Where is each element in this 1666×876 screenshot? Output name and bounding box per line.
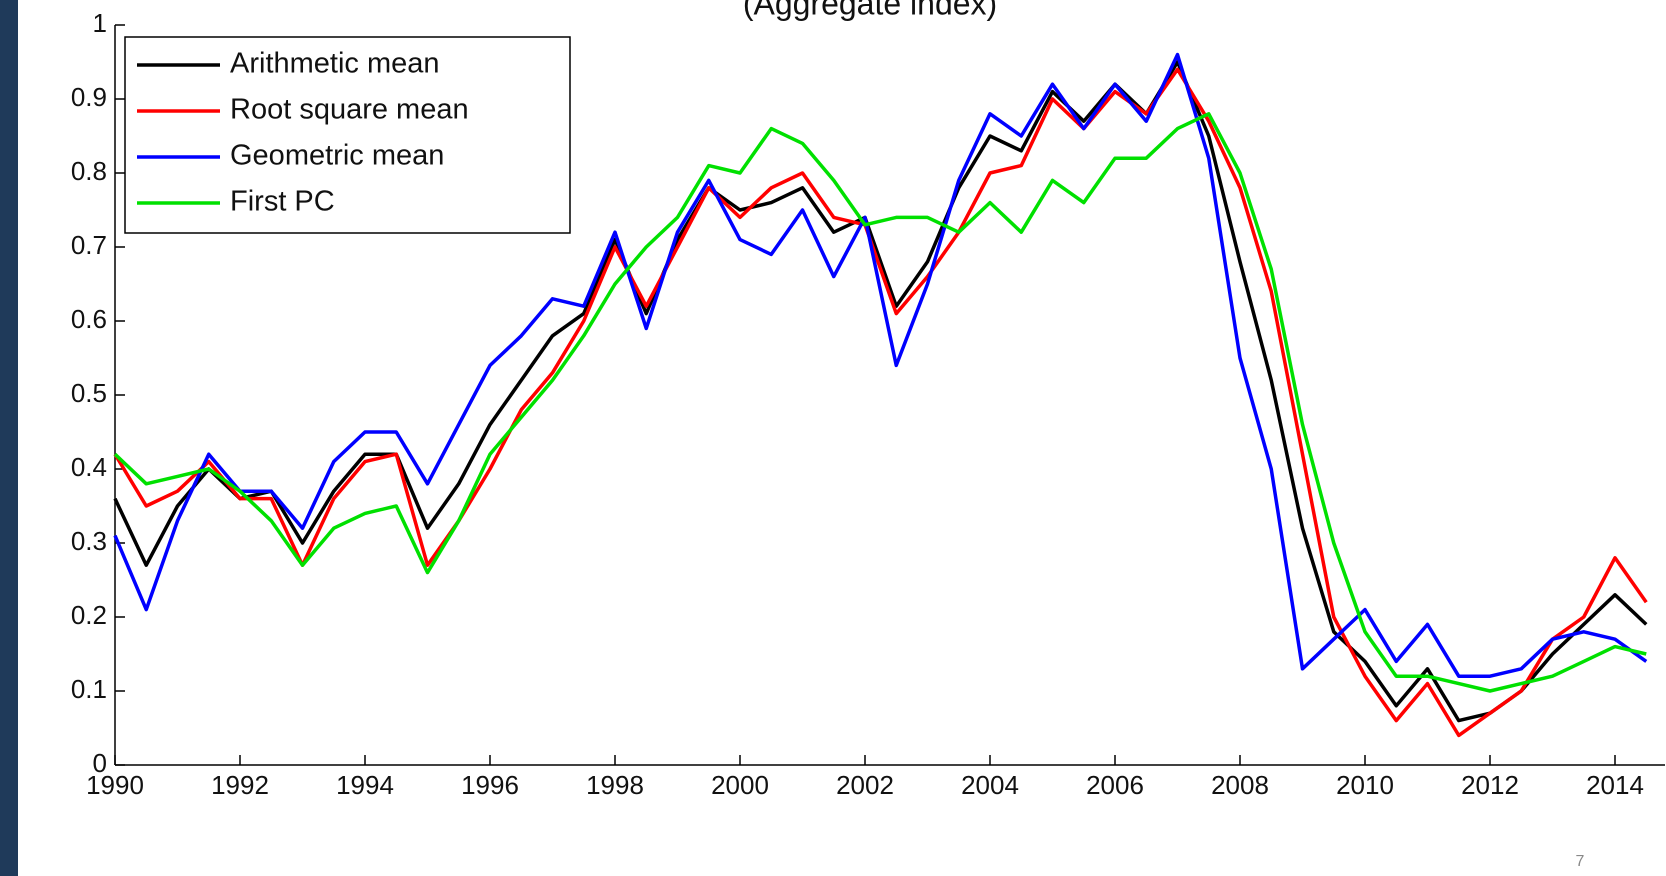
y-tick-label: 0.5 <box>71 378 107 408</box>
legend-label: Geometric mean <box>230 140 444 172</box>
y-tick-label: 0.4 <box>71 452 107 482</box>
x-tick-label: 1992 <box>211 770 269 800</box>
y-tick-label: 0.9 <box>71 82 107 112</box>
legend-label: Root square mean <box>230 94 469 126</box>
y-tick-label: 0.6 <box>71 304 107 334</box>
x-tick-label: 2012 <box>1461 770 1519 800</box>
x-tick-label: 2004 <box>961 770 1019 800</box>
data-line <box>113 52 1648 678</box>
x-tick-label: 1996 <box>461 770 519 800</box>
y-tick-label: 0.2 <box>71 600 107 630</box>
chart-title: (Aggregate index) <box>743 0 997 21</box>
x-tick-label: 2014 <box>1586 770 1644 800</box>
legend-label: First PC <box>230 186 335 218</box>
y-tick-label: 0.1 <box>71 674 107 704</box>
data-line <box>113 60 1648 723</box>
x-tick-label: 1994 <box>336 770 394 800</box>
y-tick-label: 0.8 <box>71 156 107 186</box>
y-tick-label: 0 <box>93 748 107 778</box>
legend-box <box>124 36 571 234</box>
x-tick-label: 2010 <box>1336 770 1394 800</box>
page-number: 7 <box>1576 853 1585 870</box>
x-tick-label: 1998 <box>586 770 644 800</box>
x-tick-label: 2002 <box>836 770 894 800</box>
x-tick-label: 2006 <box>1086 770 1144 800</box>
x-tick-label: 2000 <box>711 770 769 800</box>
x-tick-label: 2008 <box>1211 770 1269 800</box>
x-tick-label: 1990 <box>86 770 144 800</box>
y-tick-label: 1 <box>93 8 107 38</box>
data-line <box>113 112 1647 693</box>
y-tick-label: 0.3 <box>71 526 107 556</box>
y-tick-label: 0.7 <box>71 230 107 260</box>
slide-side-bar <box>0 0 18 876</box>
legend-label: Arithmetic mean <box>230 48 440 80</box>
data-line <box>113 67 1648 738</box>
